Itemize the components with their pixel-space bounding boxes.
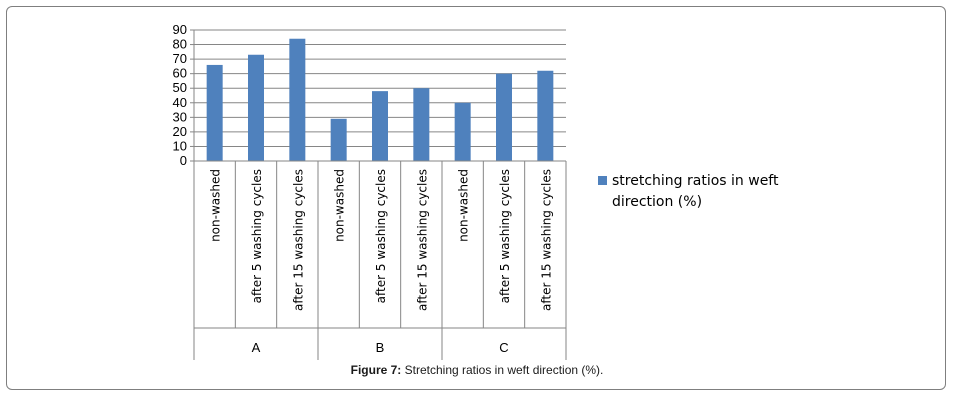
y-tick-label: 70 bbox=[173, 51, 187, 66]
bar bbox=[413, 88, 430, 161]
bar bbox=[372, 91, 388, 161]
category-labels: non-washed after 5 washing cycles after 15… bbox=[209, 169, 554, 311]
bar bbox=[454, 102, 471, 161]
figure-frame bbox=[6, 6, 946, 390]
group-labels: A B C bbox=[252, 340, 509, 355]
y-tick-label: 0 bbox=[180, 153, 187, 168]
group-label: B bbox=[376, 340, 385, 355]
y-tick-label: 80 bbox=[173, 37, 187, 52]
legend: stretching ratios in weft direction (%) bbox=[598, 173, 779, 210]
category-label: after 5 washing cycles bbox=[250, 169, 264, 303]
category-label: non-washed bbox=[457, 169, 471, 242]
category-label: non-washed bbox=[209, 169, 223, 242]
caption-label: Figure 7: bbox=[350, 363, 402, 377]
figure-caption: Figure 7: Stretching ratios in weft dire… bbox=[0, 363, 954, 377]
group-label: A bbox=[252, 340, 261, 355]
category-label: after 15 washing cycles bbox=[415, 169, 429, 311]
caption-text: Stretching ratios in weft direction (%). bbox=[401, 363, 604, 377]
y-tick-label: 30 bbox=[173, 109, 187, 124]
category-label: non-washed bbox=[333, 169, 347, 242]
legend-label-line-1: stretching ratios in weft bbox=[612, 173, 779, 189]
bar bbox=[496, 73, 512, 161]
group-label: C bbox=[499, 340, 508, 355]
category-label: after 15 washing cycles bbox=[291, 169, 305, 311]
y-tick-label: 90 bbox=[173, 22, 187, 37]
legend-label-line-2: direction (%) bbox=[612, 194, 702, 210]
category-label: after 5 washing cycles bbox=[498, 169, 512, 303]
legend-swatch bbox=[598, 176, 607, 185]
bars bbox=[206, 38, 554, 161]
y-tick-label: 50 bbox=[173, 80, 187, 95]
y-tick-label: 60 bbox=[173, 66, 187, 81]
y-tick-label: 10 bbox=[173, 138, 187, 153]
bar bbox=[206, 64, 223, 161]
bar bbox=[289, 38, 306, 161]
category-label: after 15 washing cycles bbox=[539, 169, 553, 311]
bar bbox=[537, 70, 554, 161]
y-tick-label: 20 bbox=[173, 124, 187, 139]
bar bbox=[330, 118, 347, 161]
axes bbox=[190, 29, 567, 360]
category-label: after 5 washing cycles bbox=[374, 169, 388, 303]
bar bbox=[248, 54, 264, 161]
y-tick-label: 40 bbox=[173, 95, 187, 110]
